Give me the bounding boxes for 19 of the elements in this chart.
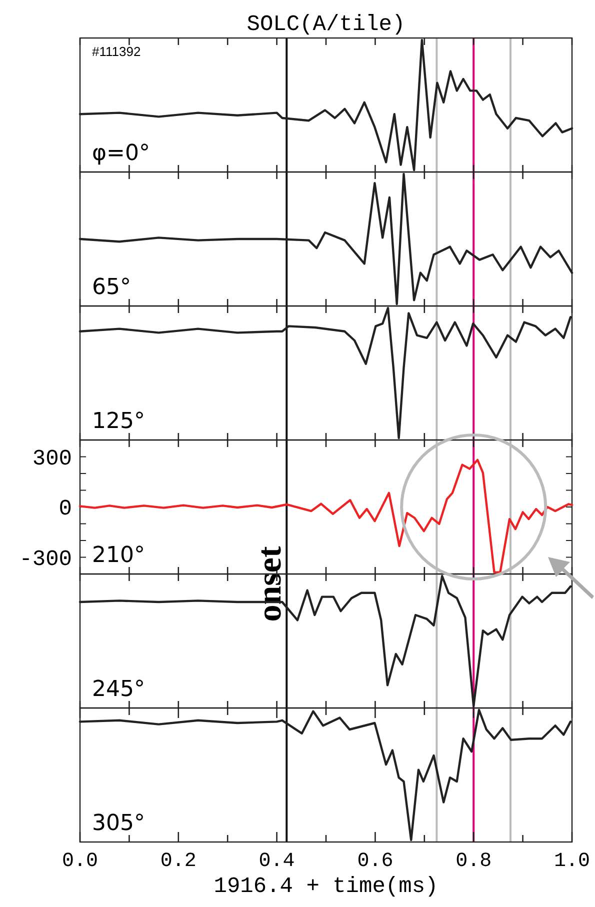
x-tick-label: 0.4 xyxy=(258,850,295,873)
annotation: 245° xyxy=(92,677,145,702)
x-tick-label: 0.2 xyxy=(160,850,196,873)
annotation: 210° xyxy=(92,543,145,568)
x-axis-title: 1916.4 + time(ms) xyxy=(214,874,438,899)
chart-title: SOLC(A/tile) xyxy=(246,12,406,37)
x-tick-label: 1.0 xyxy=(554,850,590,873)
annotation: #111392 xyxy=(92,44,141,59)
annotation: 305° xyxy=(92,811,145,836)
y-tick-label: 0 xyxy=(58,496,72,522)
ref-line-label: onset xyxy=(252,546,289,622)
y-tick-label: -300 xyxy=(19,546,72,572)
x-tick-label: 0.6 xyxy=(357,850,394,873)
annotation: φ=0° xyxy=(92,141,150,166)
x-tick-label: 0.8 xyxy=(456,850,492,873)
annotation: 65° xyxy=(92,275,131,300)
y-tick-label: 300 xyxy=(32,446,72,472)
x-tick-label: 0.0 xyxy=(62,850,98,873)
annotation: 125° xyxy=(92,409,145,434)
